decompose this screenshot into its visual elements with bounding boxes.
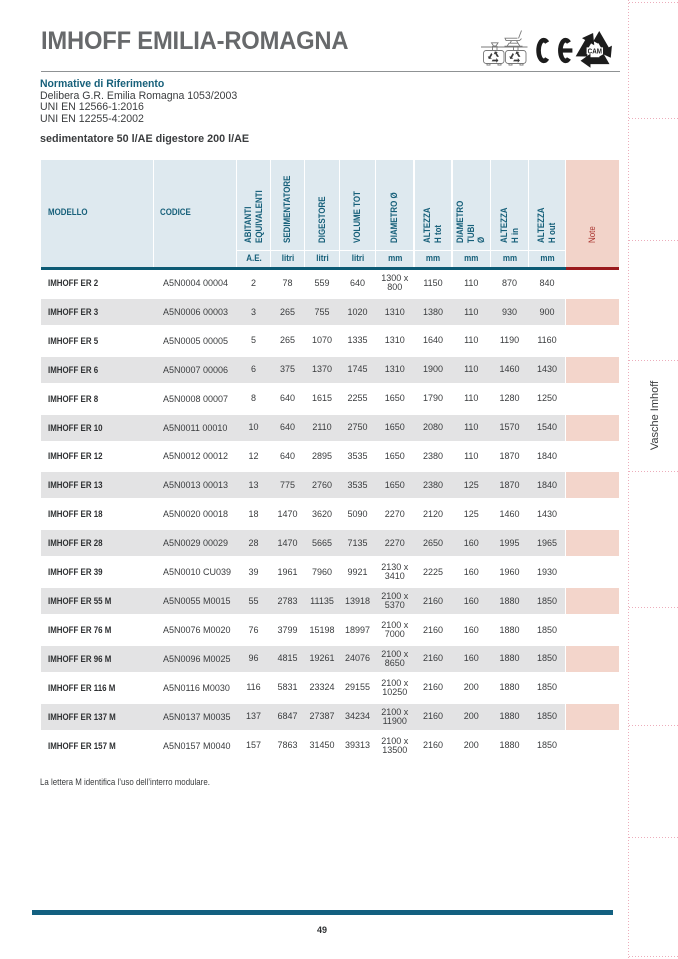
svg-text:CAM: CAM xyxy=(588,48,603,55)
